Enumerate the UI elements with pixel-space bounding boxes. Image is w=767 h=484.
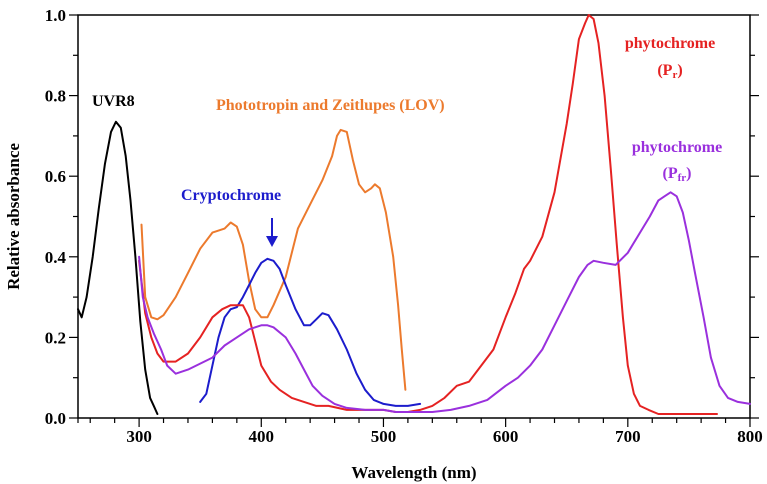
x-tick-label: 400: [249, 427, 275, 446]
series-line-4: [138, 191, 751, 413]
y-tick-label: 0.8: [45, 87, 66, 106]
y-tick-label: 0.4: [45, 248, 67, 267]
series-line-2: [199, 257, 422, 407]
x-axis-title: Wavelength (nm): [351, 463, 476, 482]
series-line-3: [138, 14, 718, 415]
annotation-phytochrome-pr-title: phytochrome: [625, 35, 715, 52]
axes: 300 400 500 600 700 800 0.0 0.2 0.4 0.6 0.8 1.0 Wave…: [4, 6, 763, 482]
annotation-uvr8: UVR8: [92, 93, 135, 110]
x-tick-label: 800: [737, 427, 763, 446]
x-tick-label: 500: [371, 427, 397, 446]
y-tick-label: 0.6: [45, 167, 66, 186]
series-layer: [77, 14, 751, 415]
y-axis-title: Relative absorbance: [4, 143, 23, 290]
annotation-phytochrome-pr-form: (Pr): [657, 62, 682, 81]
y-tick-label: 0.2: [45, 328, 66, 347]
annotations: UVR8 Phototropin and Zeitlupes (LOV) Cry…: [92, 35, 722, 247]
series-line-0: [77, 120, 159, 415]
annotation-cryptochrome: Cryptochrome: [181, 187, 281, 204]
annotation-phytochrome-pfr-title: phytochrome: [632, 139, 722, 156]
cryptochrome-arrow-icon: [266, 218, 278, 247]
x-tick-label: 600: [493, 427, 519, 446]
annotation-phytochrome-pfr-form: (Pfr): [663, 165, 692, 184]
y-tick-label: 1.0: [45, 6, 66, 25]
x-tick-label: 700: [615, 427, 641, 446]
series-line-1: [140, 128, 407, 391]
y-tick-label: 0.0: [45, 409, 66, 428]
x-tick-label: 300: [126, 427, 152, 446]
annotation-lov: Phototropin and Zeitlupes (LOV): [216, 97, 445, 114]
